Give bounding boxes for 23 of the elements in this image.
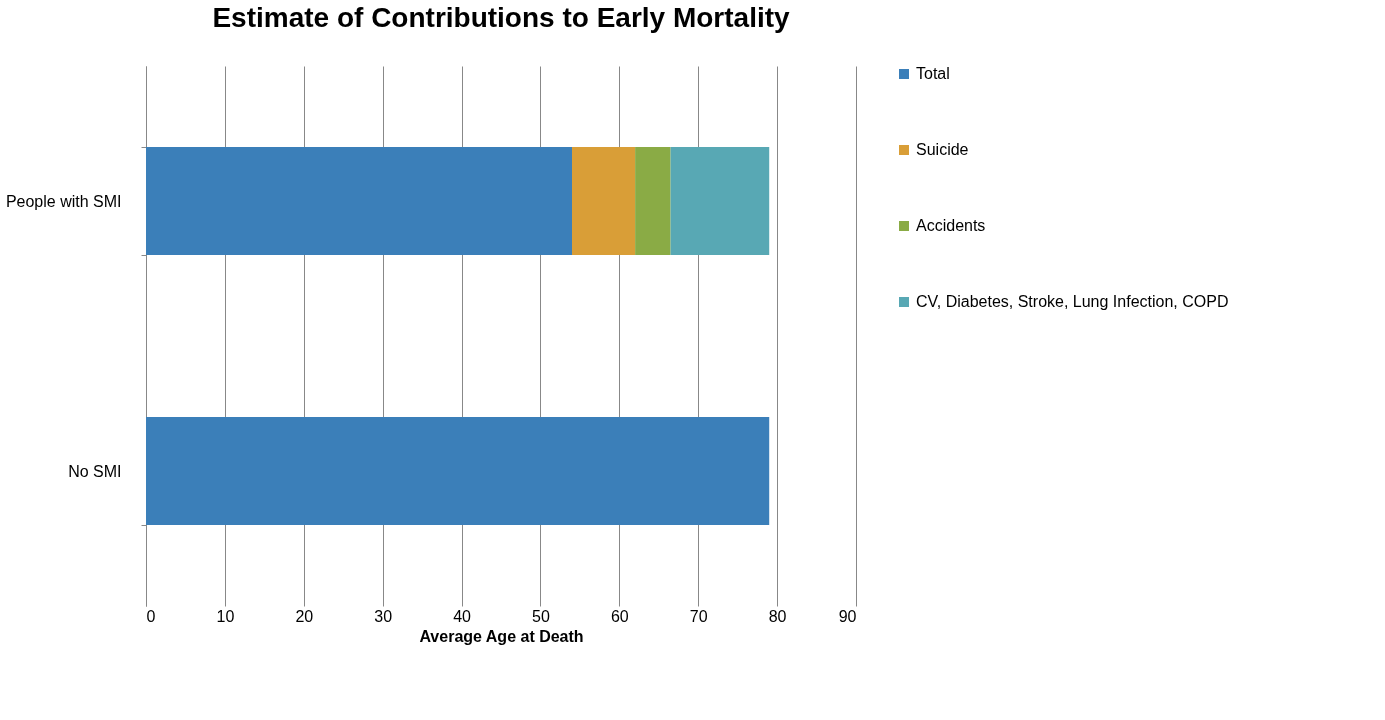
x-tick-label: 90 xyxy=(838,607,857,625)
bar xyxy=(146,417,770,525)
legend-label: Total xyxy=(916,65,950,82)
x-tick-label: 10 xyxy=(216,607,235,625)
x-tick-label: 80 xyxy=(768,607,787,625)
bar xyxy=(670,147,770,255)
bar xyxy=(146,147,572,255)
x-tick-label: 70 xyxy=(689,607,708,625)
legend-label: Suicide xyxy=(916,141,969,158)
x-tick-label: 30 xyxy=(374,607,393,625)
chart-title: Estimate of Contributions to Early Mortality xyxy=(212,2,790,33)
bar xyxy=(572,147,636,255)
legend-label: CV, Diabetes, Stroke, Lung Infection, COPD xyxy=(916,293,1229,310)
x-tick-label: 60 xyxy=(610,607,629,625)
bar xyxy=(635,147,671,255)
x-tick-label: 40 xyxy=(453,607,472,625)
y-tick-label: People with SMI xyxy=(5,192,122,210)
y-tick-label: No SMI xyxy=(68,462,122,480)
legend-label: Accidents xyxy=(916,217,986,234)
x-tick-label: 50 xyxy=(532,607,550,625)
x-tick-label: 0 xyxy=(146,607,156,625)
x-axis-title: Average Age at Death xyxy=(419,627,584,645)
x-tick-label: 20 xyxy=(295,607,314,625)
